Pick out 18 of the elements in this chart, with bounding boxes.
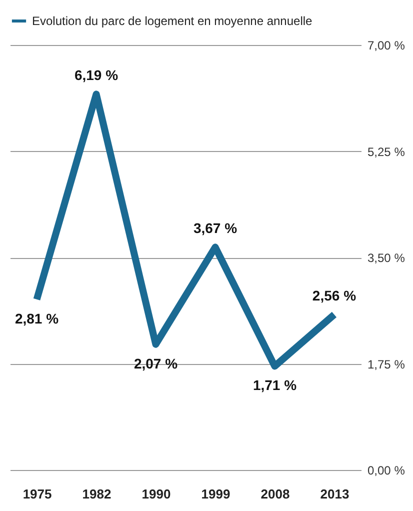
y-tick-label: 1,75 %: [368, 357, 406, 372]
y-tick-label: 5,25 %: [368, 144, 406, 159]
x-tick-label: 1982: [82, 486, 112, 502]
x-tick-label: 2008: [260, 486, 290, 502]
y-tick-label: 0,00 %: [368, 464, 406, 478]
data-label: 2,07 %: [134, 355, 178, 372]
legend-label: Evolution du parc de logement en moyenne annuelle: [32, 14, 313, 28]
x-tick-label: 1990: [142, 486, 171, 502]
data-label: 2,81 %: [14, 310, 60, 326]
x-tick-label: 1975: [22, 486, 52, 502]
x-tick-label: 1999: [201, 486, 230, 502]
data-label: 3,67 %: [193, 220, 238, 236]
data-label: 2,56 %: [312, 288, 357, 304]
x-tick-label: 2013: [320, 486, 350, 502]
y-tick-label: 7,00 %: [368, 38, 406, 52]
data-label: 6,19 %: [74, 67, 119, 84]
data-label: 1,71 %: [252, 377, 298, 394]
y-tick-label: 3,50 %: [368, 251, 406, 265]
